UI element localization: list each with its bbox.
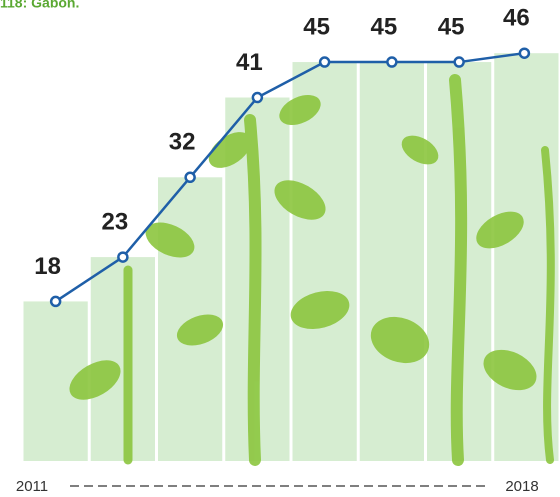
data-label: 45	[371, 13, 398, 40]
x-tick-label: 2018	[505, 478, 538, 495]
line-point	[253, 93, 262, 102]
x-tick-label: 2011	[16, 478, 48, 495]
chart-title: 118: Gabon.	[0, 0, 79, 11]
line-point	[51, 297, 60, 306]
data-label: 45	[303, 13, 330, 40]
data-label: 46	[503, 5, 530, 32]
data-label: 41	[236, 49, 263, 76]
data-label: 18	[34, 253, 61, 280]
line-point	[186, 173, 195, 182]
line-point	[520, 49, 529, 58]
data-label: 32	[169, 129, 196, 156]
line-point	[320, 58, 329, 67]
line-point	[118, 253, 127, 262]
bar	[360, 62, 424, 461]
data-label: 23	[102, 208, 129, 235]
chart: 118: Gabon. 18 23 32 41 45 45 45 46 2011 2018	[0, 0, 560, 497]
bar	[91, 257, 155, 461]
data-label: 45	[438, 13, 465, 40]
line-point	[455, 58, 464, 67]
line-point	[387, 58, 396, 67]
